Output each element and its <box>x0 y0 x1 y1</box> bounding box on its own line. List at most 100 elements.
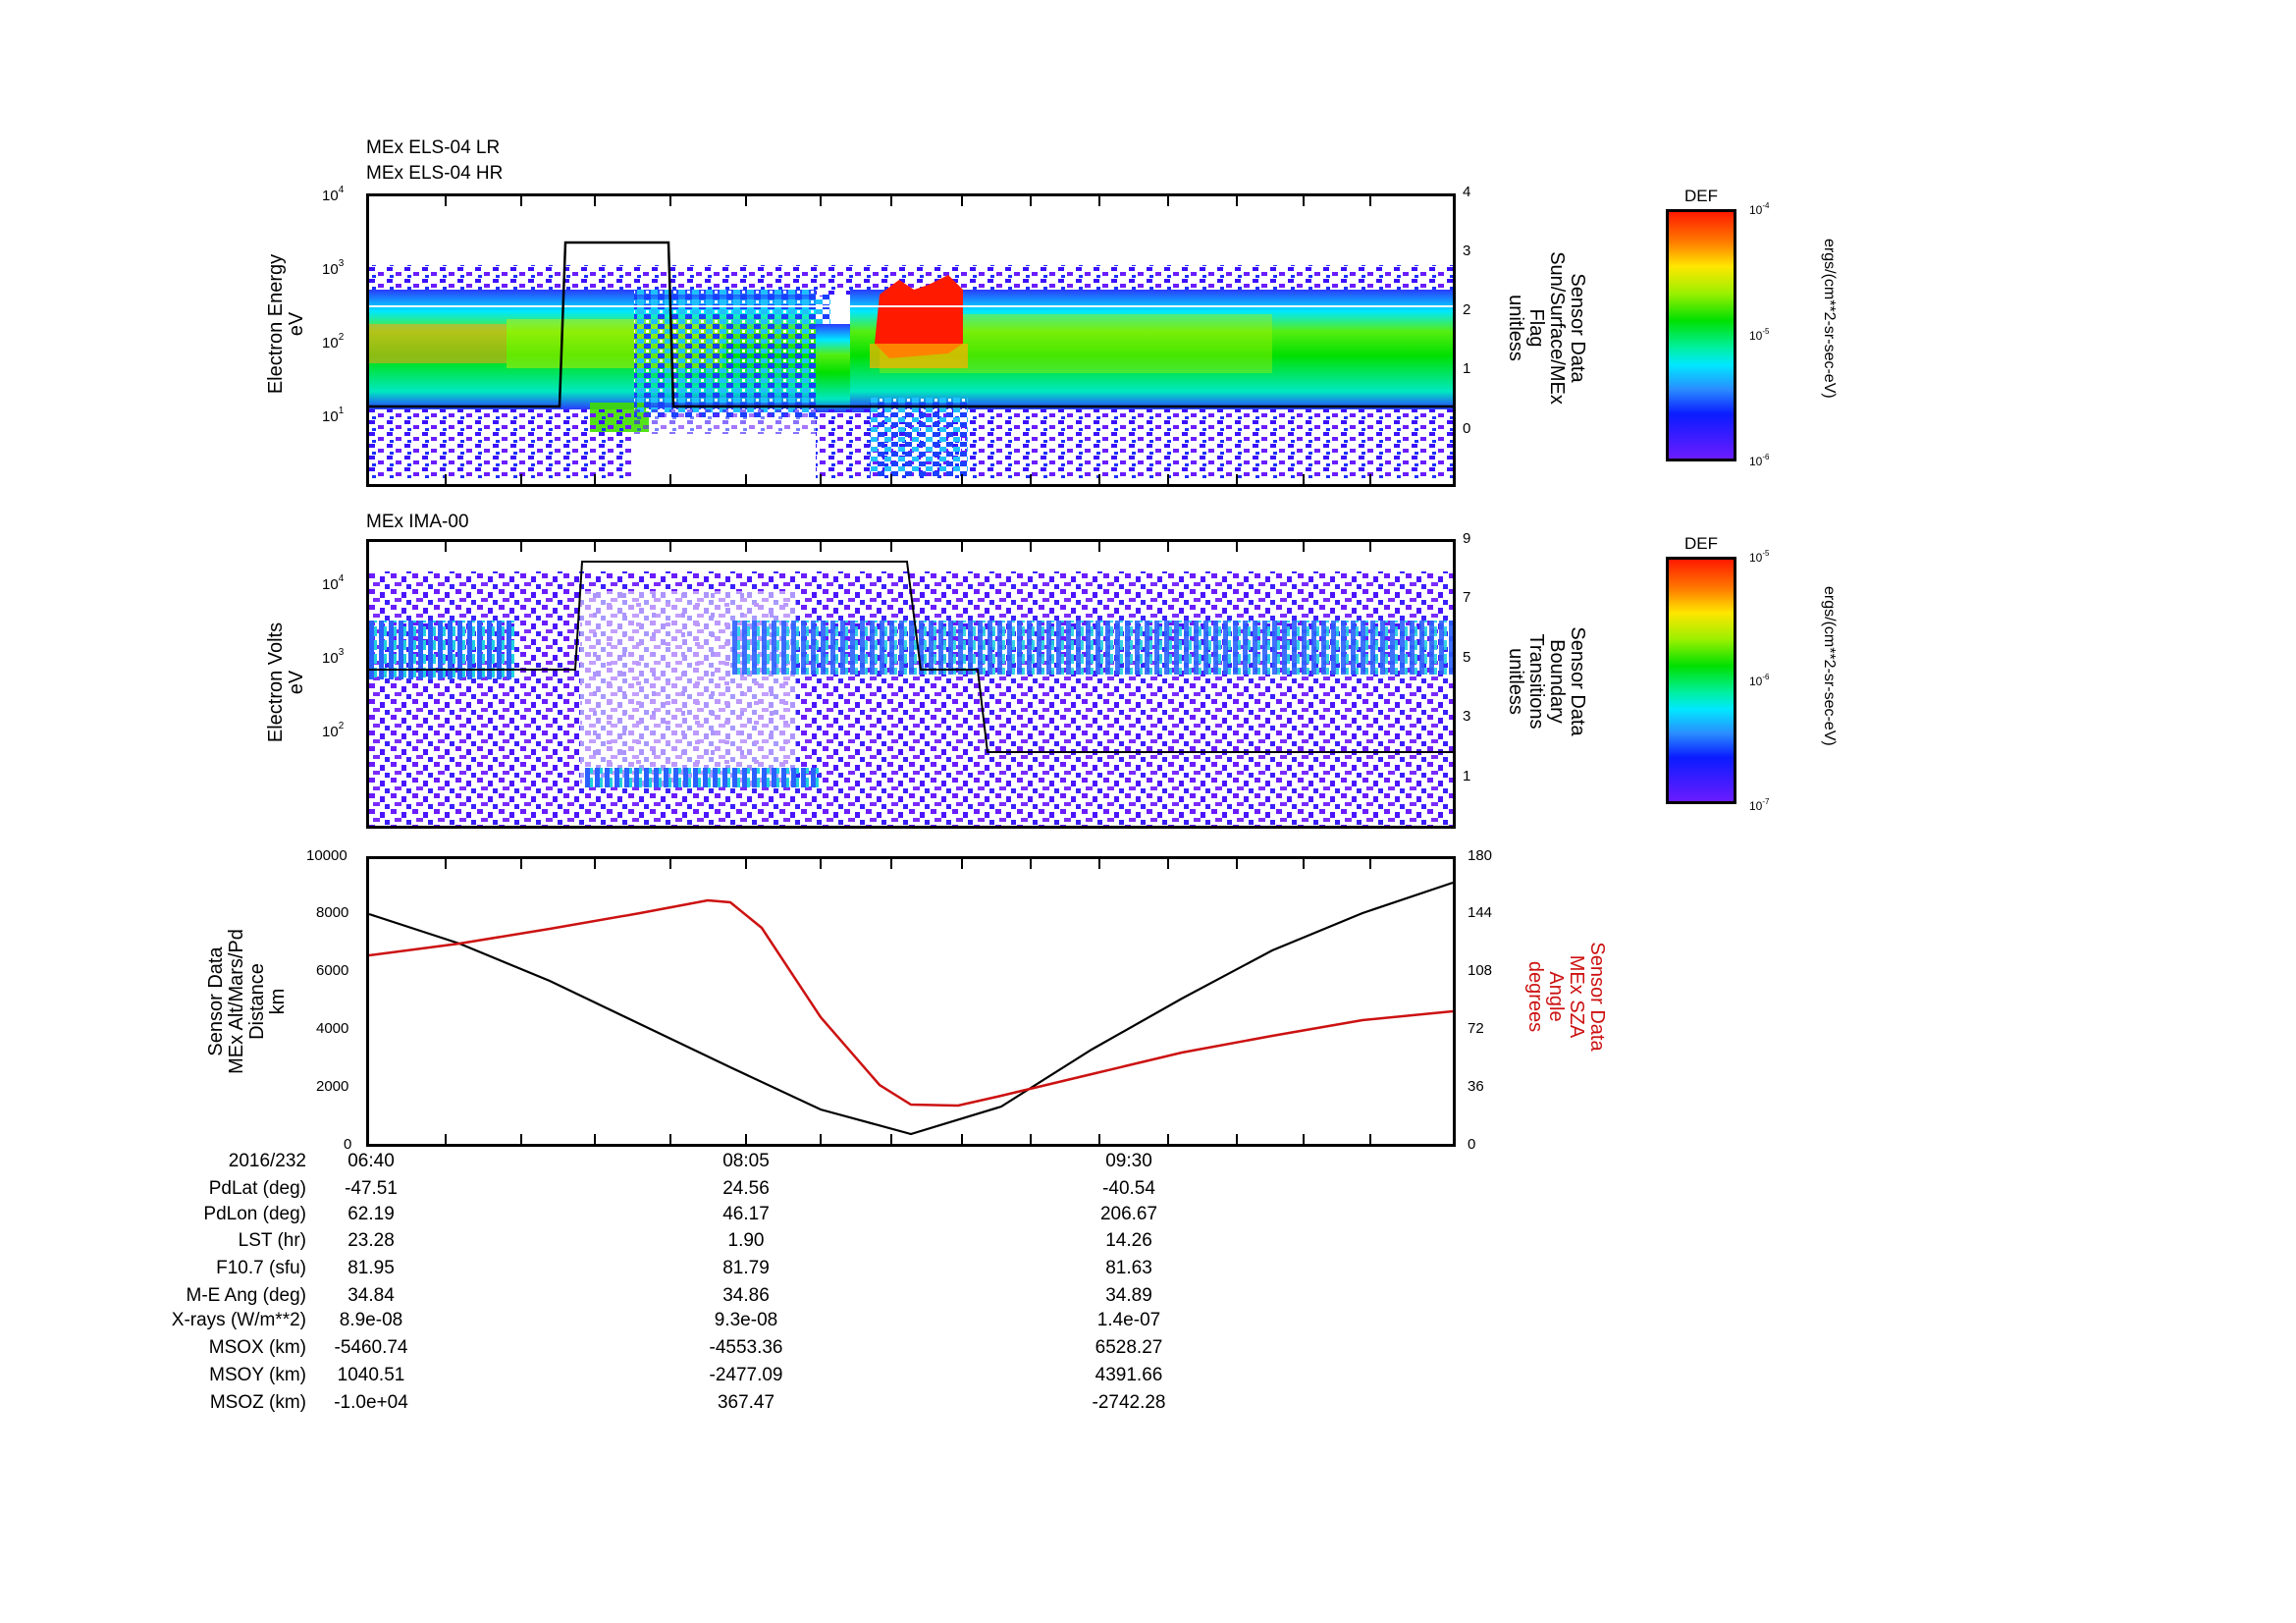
eph-time-0: 06:40 <box>347 1151 395 1171</box>
eph-label: LST (hr) <box>238 1230 306 1251</box>
panel1-title-lr: MEx ELS-04 LR <box>366 137 501 158</box>
panel1-title-hr: MEx ELS-04 HR <box>366 163 504 184</box>
p1-rtick-1: 1 <box>1463 360 1471 377</box>
p2-left-axis-label: Electron Volts eV <box>265 622 307 743</box>
eph-label: PdLat (deg) <box>208 1178 306 1199</box>
p2-right-axis-label: Sensor Data Boundary Transitions unitless <box>1505 626 1588 736</box>
eph-value: 14.26 <box>1105 1230 1152 1251</box>
p3-ytick-8000: 8000 <box>316 904 349 921</box>
p1-ytick-1e4: 104 <box>322 185 345 204</box>
eph-label: F10.7 (sfu) <box>216 1258 306 1278</box>
p2-rtick-9: 9 <box>1463 530 1471 547</box>
eph-value: -40.54 <box>1102 1178 1155 1199</box>
p2-ytick-1e4: 104 <box>322 573 345 593</box>
p3-rtick-36: 36 <box>1468 1078 1484 1095</box>
p2-rtick-7: 7 <box>1463 589 1471 606</box>
p1-rtick-3: 3 <box>1463 243 1471 259</box>
p3-rtick-144: 144 <box>1468 904 1493 921</box>
eph-value: 9.3e-08 <box>714 1310 778 1330</box>
eph-value: -2477.09 <box>709 1365 783 1385</box>
cb2-unit: ergs/(cm**2-sr-sec-eV) <box>1821 586 1838 746</box>
p2-ytick-1e2: 102 <box>322 721 345 740</box>
eph-value: 4391.66 <box>1095 1365 1163 1385</box>
eph-row: LST (hr) 23.28 1.90 14.26 <box>0 1230 1472 1254</box>
eph-value: 24.56 <box>722 1178 770 1199</box>
colorbar-1 <box>1666 209 1736 461</box>
eph-value: -47.51 <box>345 1178 398 1199</box>
eph-date: 2016/232 <box>228 1151 306 1171</box>
eph-label: MSOY (km) <box>209 1365 306 1385</box>
p1-ytick-1e2: 102 <box>322 332 345 352</box>
eph-value: 1040.51 <box>337 1365 405 1385</box>
p3-ytick-0: 0 <box>344 1136 352 1153</box>
eph-value: -5460.74 <box>334 1337 408 1358</box>
cb2-tick-bottom: 10-7 <box>1749 797 1770 813</box>
eph-value: 8.9e-08 <box>339 1310 403 1330</box>
p1-rtick-2: 2 <box>1463 301 1471 318</box>
eph-value: 23.28 <box>347 1230 395 1251</box>
p1-ytick-1e3: 103 <box>322 258 345 278</box>
eph-value: 6528.27 <box>1095 1337 1163 1358</box>
ephemeris-table: 2016/232 06:40 08:05 09:30 PdLat (deg) -… <box>0 1151 1472 1426</box>
panel2-title: MEx IMA-00 <box>366 512 469 532</box>
eph-row: MSOY (km) 1040.51 -2477.09 4391.66 <box>0 1365 1472 1388</box>
eph-row: M-E Ang (deg) 34.84 34.86 34.89 <box>0 1285 1472 1309</box>
eph-row-time: 2016/232 06:40 08:05 09:30 <box>0 1151 1472 1174</box>
eph-value: -2742.28 <box>1092 1392 1166 1413</box>
eph-row: MSOZ (km) -1.0e+04 367.47 -2742.28 <box>0 1392 1472 1416</box>
cb2-title: DEF <box>1684 534 1718 553</box>
eph-label: MSOZ (km) <box>209 1392 306 1413</box>
p1-left-axis-label: Electron Energy eV <box>265 253 307 395</box>
p3-ytick-2000: 2000 <box>316 1078 349 1095</box>
p3-rtick-72: 72 <box>1468 1020 1484 1037</box>
eph-label: PdLon (deg) <box>203 1204 306 1224</box>
p3-ytick-10000: 10000 <box>306 847 347 864</box>
p3-left-axis-label: Sensor Data MEx Alt/Mars/Pd Distance km <box>205 929 289 1074</box>
cb1-tick-top: 10-4 <box>1749 201 1770 217</box>
eph-value: 34.84 <box>347 1285 395 1306</box>
eph-label: MSOX (km) <box>208 1337 306 1358</box>
cb1-tick-mid: 10-5 <box>1749 327 1770 343</box>
p3-rtick-180: 180 <box>1468 847 1493 864</box>
p3-rtick-108: 108 <box>1468 962 1493 979</box>
eph-value: 62.19 <box>347 1204 395 1224</box>
eph-label: X-rays (W/m**2) <box>171 1310 306 1330</box>
eph-value: 81.63 <box>1105 1258 1152 1278</box>
cb2-tick-mid: 10-6 <box>1749 673 1770 688</box>
p3-right-axis-label: Sensor Data MEx SZA Angle degrees <box>1524 942 1608 1052</box>
eph-value: 367.47 <box>717 1392 775 1413</box>
cb1-unit: ergs/(cm**2-sr-sec-eV) <box>1821 239 1838 399</box>
colorbar-2 <box>1666 557 1736 804</box>
eph-value: 34.86 <box>722 1285 770 1306</box>
p1-rtick-4: 4 <box>1463 184 1471 200</box>
eph-time-1: 08:05 <box>722 1151 770 1171</box>
eph-label: M-E Ang (deg) <box>186 1285 307 1306</box>
eph-value: 206.67 <box>1099 1204 1158 1224</box>
cb1-tick-bottom: 10-6 <box>1749 453 1770 468</box>
panel2-spectrogram <box>366 539 1456 829</box>
cb1-title: DEF <box>1684 187 1718 205</box>
p1-ytick-1e1: 101 <box>322 406 345 425</box>
eph-value: 81.79 <box>722 1258 770 1278</box>
panel3-line-plot <box>366 856 1456 1147</box>
cb2-tick-top: 10-5 <box>1749 549 1770 565</box>
p2-rtick-3: 3 <box>1463 708 1471 725</box>
eph-time-2: 09:30 <box>1105 1151 1152 1171</box>
p2-rtick-5: 5 <box>1463 649 1471 666</box>
eph-value: 34.89 <box>1105 1285 1152 1306</box>
p1-rtick-0: 0 <box>1463 420 1471 437</box>
p3-ytick-4000: 4000 <box>316 1020 349 1037</box>
p1-right-axis-label: Sensor Data Sun/Surface/MEx Flag unitless <box>1505 251 1588 405</box>
p3-ytick-6000: 6000 <box>316 962 349 979</box>
eph-value: 46.17 <box>722 1204 770 1224</box>
eph-row: PdLat (deg) -47.51 24.56 -40.54 <box>0 1178 1472 1202</box>
eph-value: -4553.36 <box>709 1337 783 1358</box>
p3-rtick-0: 0 <box>1468 1136 1476 1153</box>
eph-row: X-rays (W/m**2) 8.9e-08 9.3e-08 1.4e-07 <box>0 1310 1472 1333</box>
eph-row: F10.7 (sfu) 81.95 81.79 81.63 <box>0 1258 1472 1281</box>
eph-value: 1.4e-07 <box>1096 1310 1161 1330</box>
eph-value: -1.0e+04 <box>334 1392 408 1413</box>
p2-ytick-1e3: 103 <box>322 647 345 667</box>
eph-row: MSOX (km) -5460.74 -4553.36 6528.27 <box>0 1337 1472 1361</box>
panel1-spectrogram <box>366 193 1456 487</box>
